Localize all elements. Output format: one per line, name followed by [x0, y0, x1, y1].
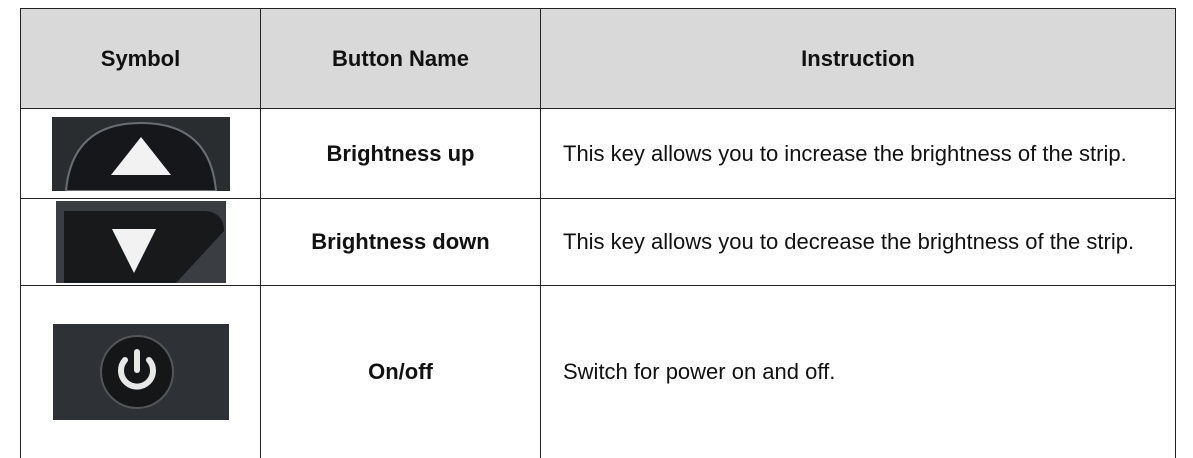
button-name: On/off [260, 285, 541, 458]
symbol-cell [20, 198, 261, 286]
instruction: Switch for power on and off. [540, 285, 1176, 458]
symbol-cell [20, 108, 261, 199]
down-icon [55, 201, 226, 283]
header-row: Symbol Button Name Instruction [20, 8, 1176, 109]
button-name: Brightness up [260, 108, 541, 199]
instruction: This key allows you to decrease the brig… [540, 198, 1176, 286]
button-table: Symbol Button Name Instruction Brightnes… [20, 8, 1176, 458]
row: Brightness down This key allows you to d… [20, 198, 1176, 286]
up-icon [51, 116, 230, 191]
header-cell: Symbol [20, 8, 261, 109]
row: Brightness up This key allows you to inc… [20, 108, 1176, 199]
header-cell: Instruction [540, 8, 1176, 109]
button-name: Brightness down [260, 198, 541, 286]
row: On/off Switch for power on and off. [20, 285, 1176, 458]
symbol-cell [20, 285, 261, 458]
instruction: This key allows you to increase the brig… [540, 108, 1176, 199]
power-icon [52, 323, 229, 420]
header-cell: Button Name [260, 8, 541, 109]
